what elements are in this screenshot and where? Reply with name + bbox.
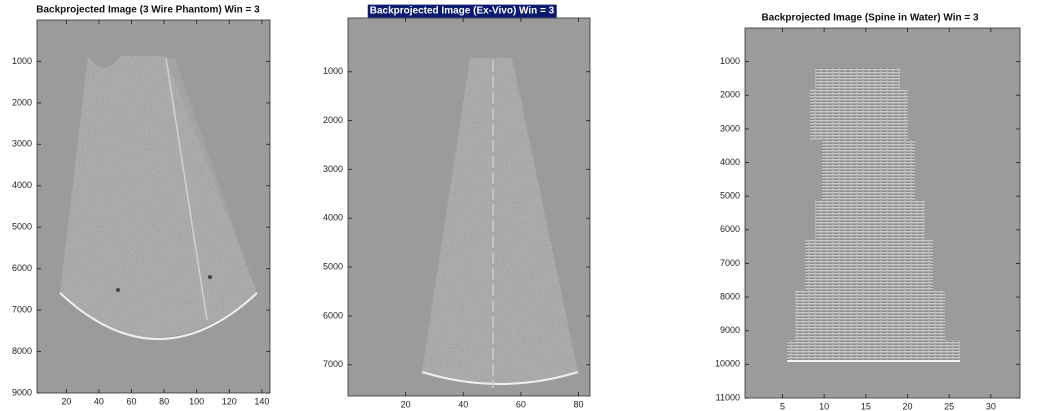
y-tick-label: 10000	[715, 359, 740, 369]
chart-title: Backprojected Image (3 Wire Phantom) Win…	[36, 5, 260, 16]
y-tick-label: 9000	[12, 387, 32, 397]
title-highlight	[367, 4, 557, 18]
y-tick-label: 8000	[12, 346, 32, 356]
y-tick-label: 3000	[12, 139, 32, 149]
x-tick-label: 40	[94, 396, 104, 406]
axes-frame	[347, 17, 591, 397]
x-tick-label: 25	[944, 401, 954, 411]
y-tick-label: 3000	[323, 164, 343, 174]
image-content	[59, 56, 258, 340]
x-tick-label: 40	[458, 399, 468, 409]
image-content	[787, 68, 960, 362]
y-tick-label: 7000	[323, 359, 343, 369]
y-tick-label: 1000	[12, 56, 32, 66]
y-tick-label: 2000	[323, 115, 343, 125]
x-tick-label: 100	[189, 396, 204, 406]
y-tick-label: 5000	[12, 222, 32, 232]
y-tick-label: 3000	[720, 123, 740, 133]
x-tick-label: 30	[986, 401, 996, 411]
y-tick-label: 5000	[323, 261, 343, 271]
y-tick-label: 1000	[720, 56, 740, 66]
y-tick-label: 6000	[720, 224, 740, 234]
y-tick-label: 5000	[720, 191, 740, 201]
x-tick-label: 80	[573, 399, 583, 409]
y-tick-label: 7000	[12, 304, 32, 314]
y-tick-label: 4000	[720, 157, 740, 167]
x-tick-label: 80	[159, 396, 169, 406]
y-tick-label: 4000	[12, 180, 32, 190]
x-tick-label: 15	[861, 401, 871, 411]
x-tick-label: 120	[222, 396, 237, 406]
y-tick-label: 8000	[720, 291, 740, 301]
y-tick-label: 2000	[12, 97, 32, 107]
axes-frame	[36, 19, 271, 394]
chart-title: Backprojected Image (Spine in Water) Win…	[761, 13, 979, 24]
x-tick-label: 20	[61, 396, 71, 406]
y-tick-label: 6000	[12, 263, 32, 273]
y-tick-label: 9000	[720, 325, 740, 335]
y-tick-label: 1000	[323, 66, 343, 76]
chart-title: Backprojected Image (Ex-Vivo) Win = 3	[370, 6, 555, 17]
x-tick-label: 60	[516, 399, 526, 409]
x-tick-label: 60	[126, 396, 136, 406]
x-tick-label: 20	[902, 401, 912, 411]
image-content	[421, 58, 579, 388]
axes-frame	[744, 27, 1021, 399]
x-tick-label: 20	[401, 399, 411, 409]
y-tick-label: 11000	[716, 392, 740, 402]
y-tick-label: 7000	[720, 258, 740, 268]
x-tick-label: 10	[819, 401, 829, 411]
y-tick-label: 6000	[323, 310, 343, 320]
x-tick-label: 5	[780, 401, 785, 411]
x-tick-label: 140	[254, 396, 269, 406]
y-tick-label: 2000	[720, 90, 740, 100]
y-tick-label: 4000	[323, 213, 343, 223]
